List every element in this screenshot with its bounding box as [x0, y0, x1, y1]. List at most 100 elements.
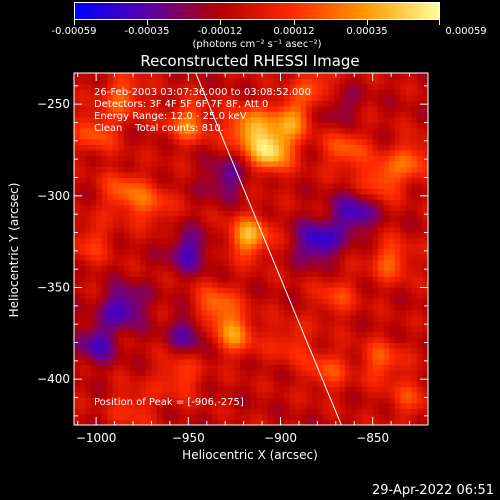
- heatmap-cell: [96, 227, 103, 233]
- heatmap-cell: [190, 386, 197, 393]
- heatmap-cell: [140, 359, 147, 365]
- heatmap-cell: [239, 403, 246, 409]
- heatmap-cell: [201, 238, 208, 244]
- heatmap-cell: [151, 282, 158, 288]
- heatmap-cell: [328, 353, 335, 360]
- heatmap-cell: [156, 331, 163, 338]
- heatmap-cell: [322, 320, 329, 327]
- heatmap-cell: [85, 150, 91, 156]
- heatmap-cell: [345, 276, 351, 283]
- heatmap-cell: [123, 386, 130, 393]
- heatmap-cell: [383, 304, 390, 310]
- heatmap-cell: [212, 298, 219, 305]
- heatmap-cell: [400, 276, 407, 283]
- heatmap-cell: [339, 260, 346, 266]
- heatmap-cell: [256, 293, 263, 299]
- y-tick-label: −250: [37, 97, 70, 111]
- heatmap-cell: [179, 238, 186, 244]
- heatmap-cell: [339, 106, 346, 112]
- heatmap-cell: [173, 287, 180, 294]
- heatmap-cell: [411, 408, 418, 415]
- heatmap-cell: [96, 254, 103, 261]
- heatmap-cell: [256, 304, 263, 310]
- heatmap-cell: [345, 254, 351, 261]
- heatmap-cell: [306, 249, 313, 255]
- heatmap-cell: [339, 298, 346, 305]
- heatmap-cell: [322, 276, 329, 283]
- heatmap-cell: [251, 106, 257, 112]
- heatmap-cell: [123, 183, 130, 189]
- heatmap-cell: [212, 111, 219, 118]
- heatmap-cell: [295, 337, 302, 343]
- heatmap-cell: [289, 122, 296, 129]
- heatmap-cell: [333, 364, 340, 371]
- heatmap-cell: [145, 370, 152, 376]
- heatmap-cell: [190, 188, 197, 195]
- heatmap-cell: [267, 282, 274, 288]
- heatmap-cell: [168, 144, 174, 151]
- heatmap-cell: [411, 183, 418, 189]
- heatmap-cell: [239, 122, 246, 129]
- heatmap-cell: [190, 100, 197, 107]
- heatmap-cell: [239, 375, 246, 382]
- heatmap-cell: [228, 254, 235, 261]
- heatmap-cell: [74, 370, 80, 376]
- heatmap-cell: [228, 337, 235, 343]
- heatmap-cell: [378, 183, 385, 189]
- heatmap-cell: [134, 320, 141, 327]
- heatmap-cell: [245, 364, 252, 371]
- heatmap-cell: [361, 78, 368, 85]
- heatmap-cell: [394, 326, 401, 332]
- heatmap-cell: [107, 408, 114, 415]
- heatmap-cell: [145, 144, 152, 151]
- heatmap-cell: [112, 243, 119, 250]
- heatmap-cell: [422, 271, 429, 277]
- heatmap-cell: [350, 337, 357, 343]
- heatmap-cell: [162, 287, 169, 294]
- heatmap-cell: [389, 183, 396, 189]
- heatmap-cell: [405, 106, 412, 112]
- heatmap-cell: [405, 210, 412, 217]
- heatmap-cell: [201, 73, 208, 79]
- heatmap-cell: [145, 364, 152, 371]
- heatmap-cell: [179, 397, 186, 404]
- heatmap-cell: [372, 249, 379, 255]
- heatmap-cell: [361, 249, 368, 255]
- heatmap-cell: [416, 188, 423, 195]
- heatmap-cell: [184, 276, 191, 283]
- heatmap-cell: [350, 227, 357, 233]
- heatmap-cell: [107, 210, 114, 217]
- heatmap-cell: [140, 100, 147, 107]
- heatmap-cell: [179, 359, 186, 365]
- heatmap-cell: [223, 414, 230, 420]
- heatmap-cell: [295, 265, 302, 272]
- heatmap-cell: [322, 227, 329, 233]
- heatmap-cell: [201, 271, 208, 277]
- heatmap-cell: [206, 298, 213, 305]
- heatmap-cell: [134, 128, 141, 134]
- heatmap-cell: [339, 254, 346, 261]
- heatmap-cell: [333, 276, 340, 283]
- heatmap-cell: [190, 414, 197, 420]
- heatmap-cell: [239, 199, 246, 206]
- heatmap-cell: [333, 249, 340, 255]
- heatmap-cell: [134, 199, 141, 206]
- heatmap-cell: [256, 194, 263, 200]
- heatmap-cell: [101, 348, 108, 354]
- heatmap-cell: [356, 128, 363, 134]
- heatmap-cell: [151, 128, 158, 134]
- heatmap-cell: [96, 414, 103, 420]
- heatmap-cell: [256, 254, 263, 261]
- heatmap-cell: [251, 78, 257, 85]
- heatmap-cell: [389, 381, 396, 387]
- heatmap-cell: [212, 166, 219, 173]
- heatmap-cell: [118, 315, 125, 321]
- heatmap-cell: [217, 320, 224, 327]
- heatmap-cell: [389, 254, 396, 261]
- heatmap-cell: [140, 199, 147, 206]
- heatmap-cell: [411, 232, 418, 239]
- heatmap-cell: [123, 122, 130, 129]
- heatmap-cell: [284, 282, 291, 288]
- heatmap-cell: [239, 166, 246, 173]
- heatmap-cell: [284, 331, 291, 338]
